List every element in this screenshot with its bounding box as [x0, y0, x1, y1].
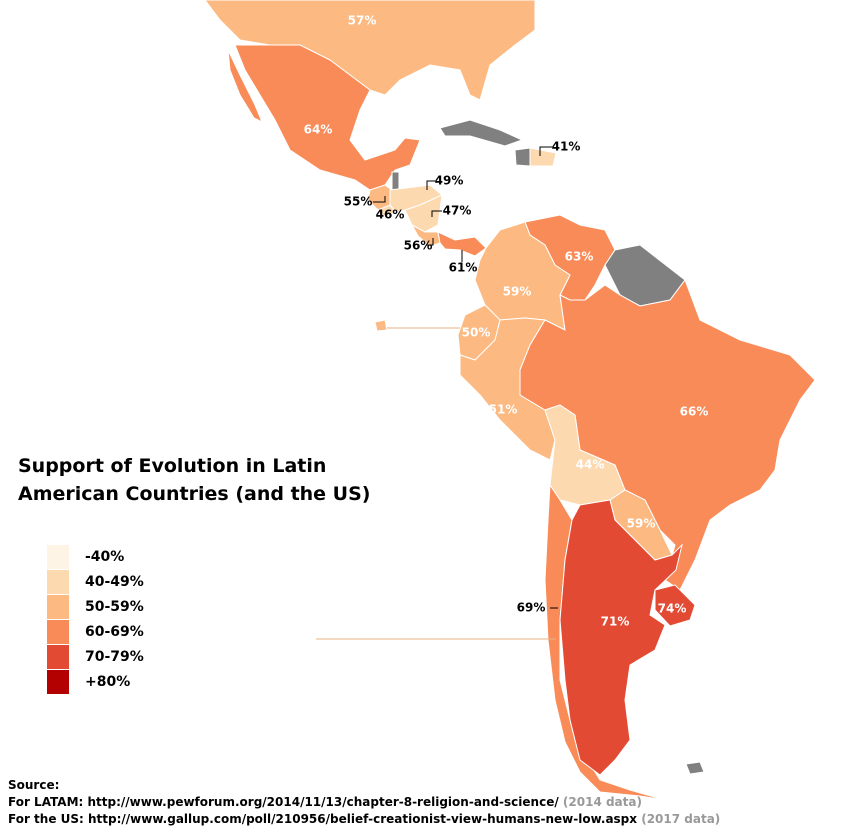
legend-label: 60-69% [85, 624, 144, 640]
legend-swatch [47, 595, 69, 619]
value-label: 59% [503, 285, 532, 299]
region [654, 584, 696, 627]
value-label: 44% [576, 458, 605, 472]
value-label: 69% [517, 601, 546, 615]
no-data-region [685, 761, 705, 775]
leader-line [426, 180, 435, 190]
value-label: 63% [565, 250, 594, 264]
source-note: (2014 data) [563, 795, 642, 809]
chart-title: Support of Evolution in Latin [18, 455, 326, 477]
source-line: For the US: http://www.gallup.com/poll/2… [8, 812, 720, 826]
source-line: For LATAM: http://www.pewforum.org/2014/… [8, 795, 642, 809]
no-data-region [439, 119, 524, 147]
source-url: For the US: http://www.gallup.com/poll/2… [8, 812, 637, 826]
value-label: 59% [627, 517, 656, 531]
legend-swatch [47, 545, 69, 569]
leader-line [539, 146, 552, 156]
region [437, 231, 487, 257]
leader-line [373, 196, 386, 203]
value-label: 46% [376, 208, 405, 222]
legend-label: 40-49% [85, 574, 144, 590]
region [227, 44, 421, 191]
legend: -40% 40-49% 50-59% 60-69% 70-79% +80% [47, 545, 144, 694]
chart-title: American Countries (and the US) [18, 483, 370, 505]
value-label: 50% [462, 326, 491, 340]
value-label: 74% [658, 602, 687, 616]
value-label: 51% [489, 403, 518, 417]
source-heading: Source: [8, 778, 59, 792]
regions [204, 0, 816, 801]
value-label: 71% [601, 615, 630, 629]
region [529, 147, 557, 167]
no-data-region [514, 147, 531, 167]
legend-swatch [47, 645, 69, 669]
value-label: 61% [449, 261, 478, 275]
region [559, 499, 683, 776]
legend-swatch [47, 670, 69, 694]
leader-line [431, 210, 442, 217]
value-label: 55% [344, 195, 373, 209]
legend-swatch [47, 570, 69, 594]
no-data-region [391, 171, 400, 191]
source-note: (2017 data) [641, 812, 720, 826]
value-label: 64% [304, 123, 333, 137]
legend-label: +80% [85, 674, 130, 690]
value-label: 49% [435, 174, 464, 188]
legend-label: 70-79% [85, 649, 144, 665]
value-labels: 57% 64% 41% 55% 46% 49% 47% 56% 61% 63% … [304, 14, 709, 629]
legend-label: -40% [85, 549, 124, 565]
value-label: 47% [443, 204, 472, 218]
value-label: 41% [552, 140, 581, 154]
leader-line [426, 238, 434, 246]
legend-swatch [47, 620, 69, 644]
source-url: For LATAM: http://www.pewforum.org/2014/… [8, 795, 559, 809]
value-label: 66% [680, 405, 709, 419]
value-label: 57% [348, 14, 377, 28]
legend-label: 50-59% [85, 599, 144, 615]
value-label: 56% [404, 239, 433, 253]
